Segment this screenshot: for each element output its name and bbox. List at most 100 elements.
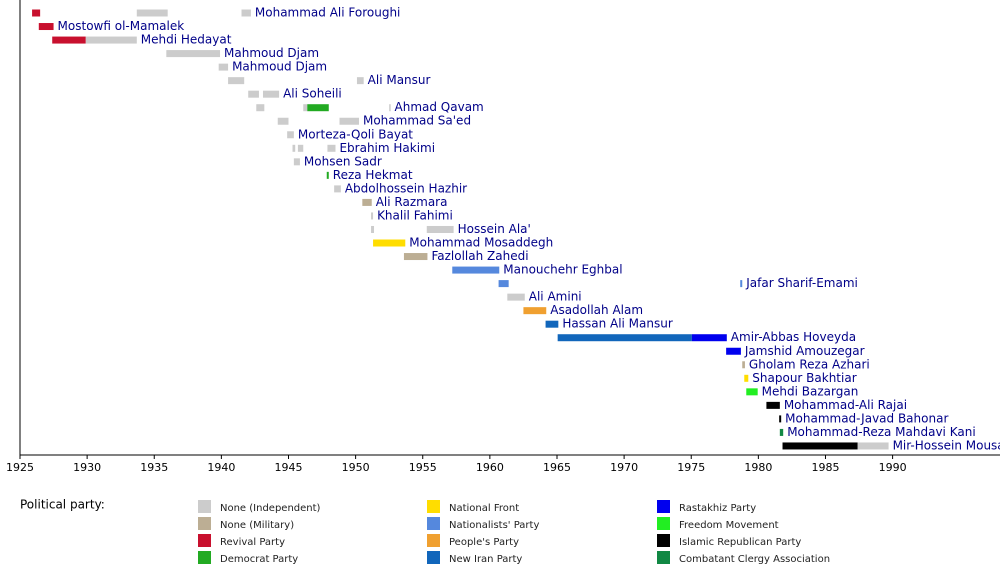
x-tick-label: 1975: [677, 461, 705, 474]
term-bar: [557, 334, 692, 342]
term-bar: [744, 374, 749, 382]
term-bar: [766, 401, 780, 409]
legend-swatch: [198, 551, 211, 564]
legend-swatch: [657, 551, 670, 564]
row-label: Hossein Ala': [458, 222, 531, 236]
term-bar: [256, 104, 265, 112]
row-label: Ali Mansur: [368, 73, 431, 87]
term-bar: [726, 347, 741, 355]
x-tick-label: 1950: [342, 461, 370, 474]
row-label: Manouchehr Eghbal: [503, 263, 622, 277]
row-label: Mohammad-Javad Bahonar: [785, 411, 948, 425]
term-bar: [782, 442, 858, 450]
row-label: Mir-Hossein Mousavi: [893, 438, 1000, 452]
term-bar: [277, 117, 289, 125]
term-bar: [293, 158, 300, 166]
term-bar: [389, 104, 391, 112]
term-bar: [136, 9, 168, 17]
term-bar: [746, 388, 758, 396]
x-tick-label: 1945: [274, 461, 302, 474]
legend-label: Freedom Movement: [679, 520, 779, 531]
row-label: Mahmoud Djam: [232, 60, 327, 74]
row-label: Fazlollah Zahedi: [431, 249, 528, 263]
x-tick-label: 1940: [207, 461, 235, 474]
legend-label: None (Independent): [220, 503, 321, 514]
term-bar: [297, 144, 304, 152]
row-label: Mohammad Ali Foroughi: [255, 6, 401, 20]
legend-swatch: [657, 517, 670, 530]
legend-swatch: [198, 534, 211, 547]
term-bar: [262, 90, 280, 98]
legend-swatch: [427, 551, 440, 564]
term-bar: [166, 50, 221, 58]
term-bar: [779, 415, 782, 423]
row-label: Ebrahim Hakimi: [339, 141, 435, 155]
row-label: Khalil Fahimi: [377, 208, 453, 222]
legend-swatch: [198, 517, 211, 530]
term-bar: [32, 9, 41, 17]
row-label: Mahmoud Djam: [224, 46, 319, 60]
legend-label: People's Party: [449, 537, 519, 548]
term-bar: [303, 104, 308, 112]
row-label: Mehdi Bazargan: [762, 384, 859, 398]
row-label: Mohammad-Reza Mahdavi Kani: [787, 425, 975, 439]
term-bar: [356, 77, 364, 85]
legend-swatch: [657, 534, 670, 547]
term-bar: [85, 36, 137, 44]
legend-label: Nationalists' Party: [449, 520, 539, 531]
term-bar: [371, 212, 374, 220]
term-bar: [779, 428, 784, 436]
x-tick-label: 1935: [140, 461, 168, 474]
row-label: Mohammad-Ali Rajai: [784, 398, 907, 412]
row-label: Shapour Bakhtiar: [752, 371, 856, 385]
row-label: Jamshid Amouzegar: [744, 344, 865, 358]
term-bar: [287, 131, 294, 139]
row-label: Ahmad Qavam: [395, 100, 484, 114]
row-label: Jafar Sharif-Emami: [745, 276, 858, 290]
x-tick-label: 1965: [543, 461, 571, 474]
term-bar: [52, 36, 86, 44]
term-bar: [742, 361, 745, 369]
x-tick-label: 1970: [610, 461, 638, 474]
legend-swatch: [427, 534, 440, 547]
x-tick-label: 1930: [73, 461, 101, 474]
row-label: Asadollah Alam: [550, 303, 643, 317]
term-bar: [334, 185, 341, 193]
term-bar: [857, 442, 889, 450]
term-bar: [403, 253, 428, 261]
term-bar: [38, 23, 54, 31]
term-bar: [740, 280, 743, 288]
term-bar: [507, 293, 525, 301]
row-label: Hassan Ali Mansur: [562, 317, 673, 331]
x-tick-label: 1955: [409, 461, 437, 474]
x-tick-label: 1985: [811, 461, 839, 474]
row-label: Ali Soheili: [283, 87, 342, 101]
legend-label: Combatant Clergy Association: [679, 554, 830, 565]
legend-title: Political party:: [20, 498, 105, 512]
row-label: Mehdi Hedayat: [141, 33, 232, 47]
term-bar: [545, 320, 559, 328]
legend-swatch: [427, 500, 440, 513]
term-bar: [452, 266, 500, 274]
x-tick-label: 1990: [879, 461, 907, 474]
term-bar: [241, 9, 251, 17]
row-label: Mohammad Sa'ed: [363, 114, 471, 128]
row-label: Morteza-Qoli Bayat: [298, 127, 413, 141]
term-bar: [691, 334, 727, 342]
legend-label: Revival Party: [220, 537, 285, 548]
x-tick-label: 1925: [6, 461, 34, 474]
row-label: Reza Hekmat: [333, 168, 413, 182]
row-label: Mostowfi ol-Mamalek: [58, 19, 185, 33]
legend-swatch: [427, 517, 440, 530]
row-label: Mohammad Mosaddegh: [409, 236, 553, 250]
legend-swatch: [198, 500, 211, 513]
term-bar: [362, 198, 372, 206]
term-bar: [339, 117, 359, 125]
term-bar: [371, 225, 375, 233]
legend-label: Democrat Party: [220, 554, 298, 565]
term-bar: [218, 63, 229, 71]
term-bar: [426, 225, 454, 233]
term-bar: [228, 77, 245, 85]
row-label: Mohsen Sadr: [304, 154, 382, 168]
